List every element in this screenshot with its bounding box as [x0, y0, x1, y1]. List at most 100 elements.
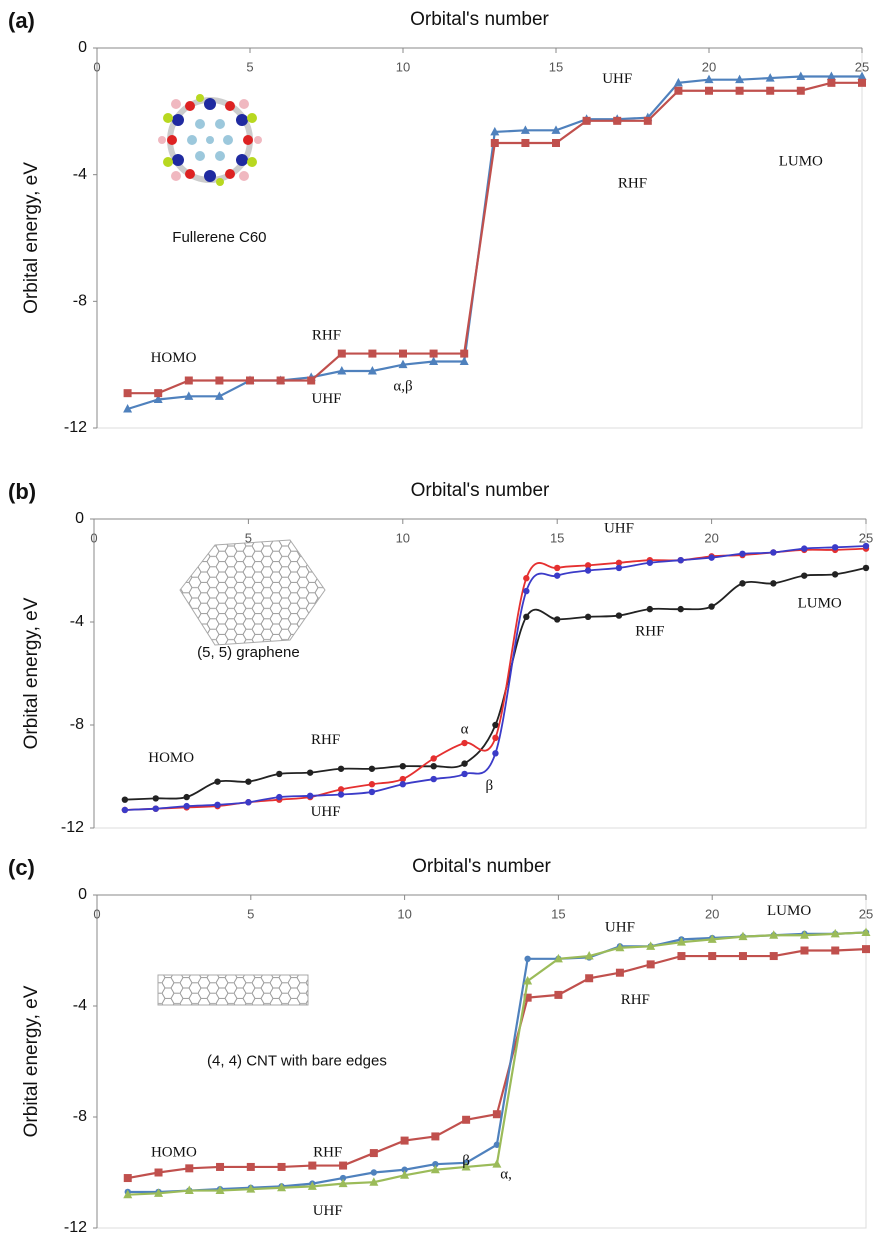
marker: [430, 776, 436, 782]
x-tick-label: 5: [247, 906, 254, 921]
marker: [770, 952, 778, 960]
marker: [801, 572, 807, 578]
marker: [491, 139, 499, 147]
marker: [739, 580, 745, 586]
annotation: RHF: [313, 1145, 342, 1161]
marker: [185, 1164, 193, 1172]
marker: [122, 807, 128, 813]
annotation: RHF: [621, 992, 650, 1008]
annotation: UHF: [605, 920, 635, 936]
x-tick-label: 10: [396, 59, 410, 74]
marker: [554, 991, 562, 999]
x-tick-label: 0: [90, 530, 97, 545]
annotation: α,β: [393, 378, 412, 394]
y-tick-label: -4: [70, 613, 84, 630]
marker: [214, 802, 220, 808]
annotation: α: [461, 722, 469, 738]
annotation: UHF: [311, 804, 341, 820]
fullerene-inset: [158, 94, 262, 186]
marker: [800, 947, 808, 955]
annotation: RHF: [618, 176, 647, 192]
marker: [369, 789, 375, 795]
y-axis-label: Orbital energy, eV: [21, 985, 42, 1137]
y-tick-label: -8: [73, 293, 87, 310]
marker: [739, 551, 745, 557]
annotation: UHF: [311, 391, 341, 407]
y-tick-label: -8: [73, 1108, 87, 1125]
marker: [461, 760, 467, 766]
marker: [371, 1169, 377, 1175]
annotation: LUMO: [779, 153, 823, 169]
marker: [708, 603, 714, 609]
marker: [462, 1116, 470, 1124]
marker: [308, 1162, 316, 1170]
y-tick-label: -8: [70, 716, 84, 733]
marker: [215, 377, 223, 385]
marker: [277, 377, 285, 385]
marker: [245, 778, 251, 784]
marker: [369, 781, 375, 787]
marker: [430, 350, 438, 358]
marker: [647, 560, 653, 566]
marker: [616, 969, 624, 977]
marker: [524, 956, 530, 962]
annotation: (4, 4) CNT with bare edges: [207, 1052, 387, 1069]
chart-panel: (c)Orbital's numberOrbital energy, eV0-4…: [8, 855, 873, 1236]
marker: [552, 139, 560, 147]
marker: [585, 567, 591, 573]
marker: [246, 377, 254, 385]
cnt-inset: [158, 975, 308, 1005]
marker: [863, 565, 869, 571]
marker: [154, 389, 162, 397]
marker: [616, 612, 622, 618]
annotation: (5, 5) graphene: [197, 644, 300, 661]
marker: [307, 377, 315, 385]
marker: [523, 575, 529, 581]
chart-panel: (a)Orbital's numberOrbital energy, eV0-4…: [8, 8, 869, 436]
marker: [770, 549, 776, 555]
marker: [338, 791, 344, 797]
chart-panel: (b)Orbital's numberOrbital energy, eV0-4…: [8, 479, 873, 836]
x-tick-label: 5: [246, 59, 253, 74]
annotation: HOMO: [151, 350, 197, 366]
annotation: Fullerene C60: [172, 229, 266, 246]
marker: [554, 616, 560, 622]
marker: [399, 350, 407, 358]
annotation: UHF: [604, 521, 634, 537]
marker: [708, 554, 714, 560]
inset-atoms: [187, 119, 233, 161]
marker: [862, 945, 870, 953]
marker: [460, 350, 468, 358]
marker: [585, 974, 593, 982]
marker: [122, 796, 128, 802]
x-tick-label: 10: [397, 906, 411, 921]
marker: [492, 735, 498, 741]
marker: [554, 565, 560, 571]
y-tick-label: -4: [73, 166, 87, 183]
marker: [153, 795, 159, 801]
marker: [801, 545, 807, 551]
x-tick-label: 5: [245, 530, 252, 545]
y-tick-label: 0: [78, 886, 87, 903]
marker: [766, 87, 774, 95]
marker: [585, 614, 591, 620]
figure: (a)Orbital's numberOrbital energy, eV0-4…: [0, 0, 878, 1243]
marker: [214, 778, 220, 784]
marker: [705, 87, 713, 95]
marker: [677, 952, 685, 960]
panel-label: (b): [8, 479, 36, 504]
marker: [216, 1163, 224, 1171]
marker: [338, 766, 344, 772]
marker: [770, 580, 776, 586]
marker: [797, 87, 805, 95]
marker: [339, 1162, 347, 1170]
marker: [431, 1132, 439, 1140]
x-tick-label: 15: [551, 906, 565, 921]
x-tick-label: 10: [396, 530, 410, 545]
marker: [739, 952, 747, 960]
marker: [155, 1169, 163, 1177]
marker: [461, 771, 467, 777]
marker: [276, 771, 282, 777]
annotation: LUMO: [767, 903, 811, 919]
marker: [185, 377, 193, 385]
